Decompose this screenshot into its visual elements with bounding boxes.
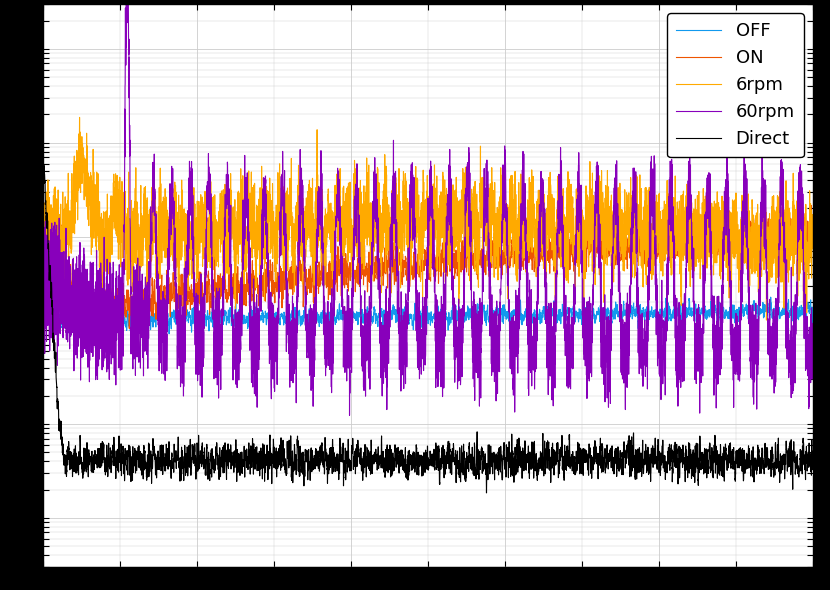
Direct — [222, 453, 232, 460]
Line: OFF: OFF — [44, 268, 813, 337]
6rpm — [808, 233, 818, 240]
Direct — [39, 162, 49, 169]
ON — [226, 293, 236, 300]
OFF — [226, 312, 236, 319]
OFF — [217, 313, 227, 320]
6rpm — [217, 207, 227, 214]
6rpm — [226, 211, 236, 218]
ON — [95, 330, 105, 337]
Line: Direct: Direct — [44, 166, 813, 493]
ON — [222, 297, 232, 304]
ON — [806, 202, 816, 209]
Legend: OFF, ON, 6rpm, 60rpm, Direct: OFF, ON, 6rpm, 60rpm, Direct — [667, 13, 803, 158]
ON — [329, 266, 339, 273]
Line: ON: ON — [44, 205, 813, 333]
6rpm — [75, 114, 85, 121]
ON — [383, 246, 393, 253]
ON — [217, 302, 227, 309]
OFF — [808, 334, 818, 341]
ON — [802, 239, 812, 246]
60rpm — [344, 412, 354, 419]
OFF — [39, 287, 49, 294]
ON — [39, 322, 49, 329]
60rpm — [808, 361, 818, 368]
Direct — [329, 453, 339, 460]
60rpm — [329, 268, 339, 275]
OFF — [222, 318, 232, 325]
ON — [808, 240, 818, 247]
6rpm — [329, 251, 339, 258]
Direct — [226, 442, 236, 449]
Direct — [481, 489, 491, 496]
60rpm — [226, 202, 236, 209]
60rpm — [39, 231, 49, 238]
OFF — [39, 265, 49, 272]
6rpm — [39, 240, 49, 247]
60rpm — [383, 294, 393, 301]
6rpm — [802, 257, 812, 264]
Direct — [383, 454, 393, 461]
Line: 60rpm: 60rpm — [44, 0, 813, 415]
OFF — [802, 306, 812, 313]
OFF — [329, 310, 339, 317]
60rpm — [802, 344, 812, 351]
Direct — [217, 444, 227, 451]
6rpm — [383, 244, 393, 251]
60rpm — [217, 273, 227, 280]
60rpm — [222, 199, 232, 206]
Direct — [802, 455, 812, 462]
Direct — [39, 175, 49, 182]
6rpm — [761, 316, 771, 323]
Direct — [808, 461, 818, 468]
6rpm — [222, 222, 232, 229]
Line: 6rpm: 6rpm — [44, 117, 813, 320]
OFF — [383, 316, 393, 323]
